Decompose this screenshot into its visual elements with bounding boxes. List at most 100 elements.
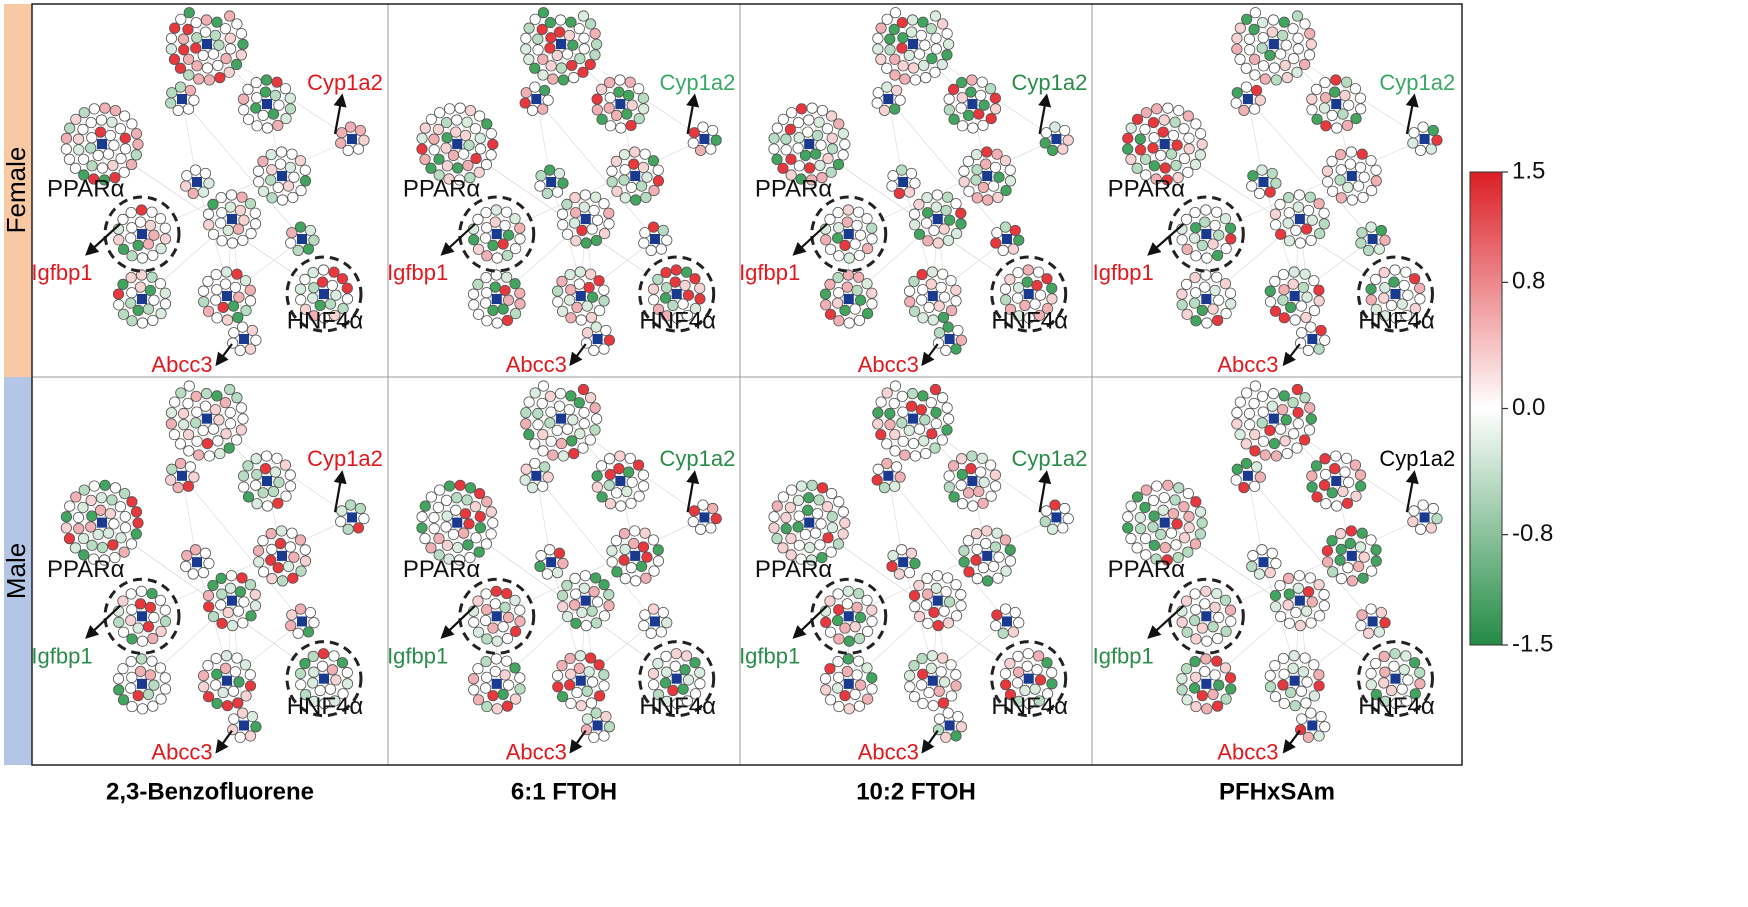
- gene-node: [1271, 451, 1281, 461]
- gene-node: [480, 233, 490, 243]
- gene-node: [233, 312, 243, 322]
- gene-node: [308, 678, 318, 688]
- row-label: Female: [1, 147, 31, 234]
- gene-node: [1247, 181, 1257, 191]
- gene-node: [1292, 443, 1302, 453]
- gene-node: [1415, 679, 1425, 689]
- gene-node: [1249, 54, 1259, 64]
- gene-node: [1319, 208, 1329, 218]
- gene-node: [200, 548, 210, 558]
- tf-node: [452, 139, 462, 149]
- gene-node: [648, 604, 658, 614]
- tf-node: [1368, 616, 1378, 626]
- gene-node: [1032, 665, 1042, 675]
- gene-node: [1140, 124, 1150, 134]
- gene-node: [556, 438, 566, 448]
- gene-node: [1265, 425, 1275, 435]
- gene-node: [1355, 470, 1365, 480]
- gene-node: [1281, 40, 1291, 50]
- gene-node: [295, 604, 305, 614]
- gene-node: [1295, 238, 1305, 248]
- gene-node: [956, 219, 966, 229]
- gene-node: [553, 297, 563, 307]
- tf-node: [967, 476, 977, 486]
- gene-node: [949, 114, 959, 124]
- gene-node: [441, 495, 451, 505]
- gene-node: [564, 295, 574, 305]
- gene-node: [220, 23, 230, 33]
- gene-node: [1158, 127, 1168, 137]
- gene-node: [897, 165, 907, 175]
- gene-node: [944, 471, 954, 481]
- tf-node: [1201, 229, 1211, 239]
- gene-node: [786, 533, 796, 543]
- gene-node: [594, 275, 604, 285]
- gene-node: [96, 115, 106, 125]
- gene-node: [287, 149, 297, 159]
- gene-node: [452, 492, 462, 502]
- gene-node: [515, 616, 525, 626]
- gene-node: [942, 50, 952, 60]
- hub-label: PPARα: [403, 175, 481, 202]
- gene-node: [530, 63, 540, 73]
- tf-node: [982, 551, 992, 561]
- gene-node: [957, 499, 967, 509]
- gene-node: [641, 573, 651, 583]
- gene-node: [1322, 546, 1332, 556]
- gene-node: [538, 429, 548, 439]
- gene-node: [1314, 731, 1324, 741]
- gene-node: [481, 656, 491, 666]
- gene-node: [114, 685, 124, 695]
- gene-node: [648, 679, 658, 689]
- gene-node: [942, 573, 952, 583]
- gene-node: [116, 533, 126, 543]
- gene-node: [1403, 290, 1413, 300]
- gene-node: [1181, 279, 1191, 289]
- gene-node: [1190, 159, 1200, 169]
- gene-node: [988, 561, 998, 571]
- gene-node: [267, 573, 277, 583]
- gene-node: [160, 605, 170, 615]
- gene-node: [169, 429, 179, 439]
- gene-node: [690, 273, 700, 283]
- gene-node: [1279, 17, 1289, 27]
- gene-node: [118, 627, 128, 637]
- tf-node: [202, 414, 212, 424]
- gene-node: [515, 684, 525, 694]
- gene-node: [910, 601, 920, 611]
- gene-node: [492, 253, 502, 263]
- gene-node: [1358, 192, 1368, 202]
- gene-node: [1408, 516, 1418, 526]
- gene-node: [1309, 691, 1319, 701]
- gene-node: [1265, 682, 1275, 692]
- gene-node: [993, 192, 1003, 202]
- gene-node: [276, 147, 286, 157]
- gene-node: [1319, 589, 1329, 599]
- gene-node: [897, 391, 907, 401]
- gene-node: [576, 701, 586, 711]
- tf-node: [1420, 512, 1430, 522]
- gene-node: [317, 661, 327, 671]
- tf-node: [1390, 674, 1400, 684]
- gene-node: [1132, 163, 1142, 173]
- tf-node: [227, 214, 237, 224]
- gene-node: [1320, 722, 1330, 732]
- gene-node: [968, 501, 978, 511]
- gene-node: [804, 492, 814, 502]
- gene-node: [951, 580, 961, 590]
- gene-node: [183, 429, 193, 439]
- gene-node: [885, 408, 895, 418]
- gene-node: [1005, 165, 1015, 175]
- gene-node: [510, 213, 520, 223]
- gene-node: [103, 528, 113, 538]
- gene-node: [1042, 273, 1052, 283]
- gene-node: [1304, 50, 1314, 60]
- gene-node: [126, 656, 136, 666]
- gene-node: [1149, 511, 1159, 521]
- gene-node: [932, 190, 942, 200]
- gene-node: [1022, 277, 1032, 287]
- gene-node: [648, 284, 658, 294]
- gene-node: [204, 558, 214, 568]
